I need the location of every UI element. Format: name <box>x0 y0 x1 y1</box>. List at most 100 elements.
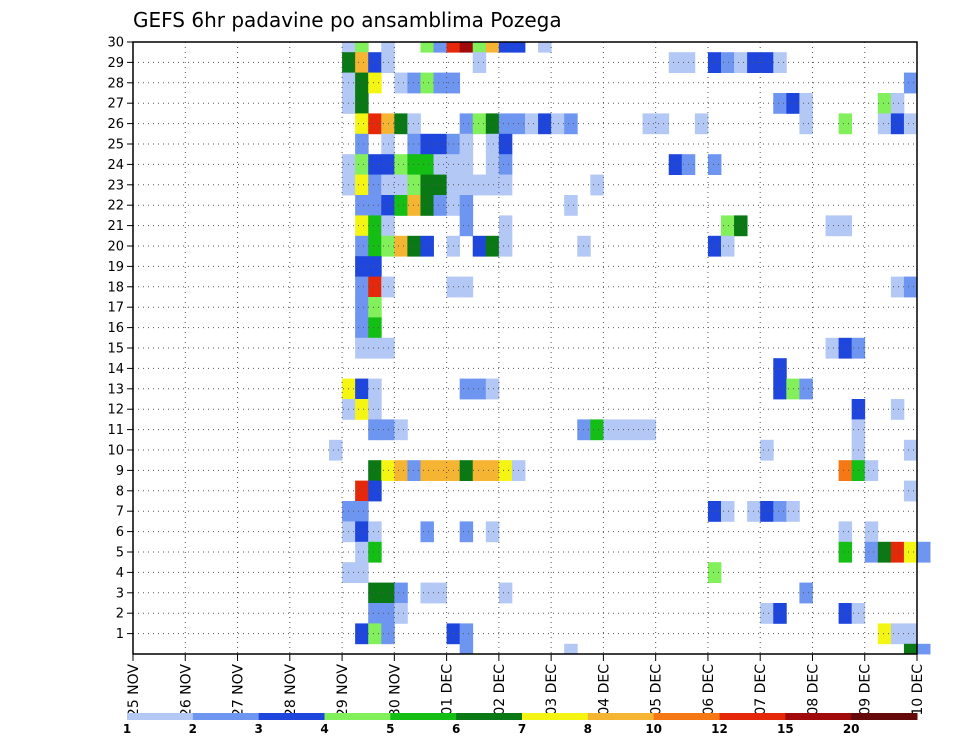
heatmap-cell <box>472 460 487 481</box>
heatmap-cell <box>890 541 905 563</box>
heatmap-cell <box>355 276 369 298</box>
y-axis: 1234567891011121314151617181920212223242… <box>107 36 133 642</box>
heatmap-cell <box>368 256 382 277</box>
heatmap-cell <box>721 501 735 522</box>
x-tick-label: 08 DEC <box>805 664 821 716</box>
heatmap-cell <box>485 174 500 196</box>
x-tick-label: 06 DEC <box>701 664 717 716</box>
heatmap-cell <box>577 235 591 257</box>
heatmap-cell <box>433 133 447 155</box>
heatmap-cell <box>498 174 513 196</box>
heatmap-cell <box>721 235 735 257</box>
y-tick-label: 11 <box>107 423 124 438</box>
heatmap-cell <box>355 623 369 645</box>
colorbar-label: 6 <box>452 722 460 736</box>
heatmap-cell <box>394 419 408 441</box>
heatmap-cell <box>394 113 408 135</box>
heatmap-cell <box>877 93 892 114</box>
heatmap-cell <box>564 195 578 216</box>
heatmap-cell <box>355 256 369 277</box>
heatmap-cell <box>485 113 500 135</box>
y-tick-label: 5 <box>116 546 124 561</box>
heatmap-cell <box>355 72 369 94</box>
heatmap-cell <box>355 215 369 237</box>
colorbar-segment <box>456 713 523 720</box>
heatmap-cell <box>355 317 369 339</box>
heatmap-cell <box>564 643 578 655</box>
heatmap-cell <box>903 623 918 645</box>
heatmap-cell <box>472 235 487 257</box>
heatmap-cell <box>459 195 474 216</box>
heatmap-cell <box>420 133 434 155</box>
x-tick-label: 30 NOV <box>387 664 403 718</box>
colorbar-segment <box>522 713 589 720</box>
heatmap-cell <box>668 154 683 175</box>
x-tick-label: 27 NOV <box>231 664 247 718</box>
heatmap-cell <box>707 154 722 175</box>
heatmap-cell <box>903 439 918 461</box>
heatmap-cell <box>407 460 421 481</box>
y-tick-label: 16 <box>107 321 124 336</box>
heatmap-cell <box>864 521 879 543</box>
heatmap-cell <box>355 399 369 420</box>
y-tick-label: 6 <box>116 525 124 540</box>
heatmap-cell <box>551 113 565 135</box>
heatmap-cell <box>603 419 617 441</box>
colorbar-segment <box>127 713 194 720</box>
heatmap-cell <box>838 603 853 624</box>
heatmap-cell <box>368 297 382 318</box>
heatmap-cell <box>355 337 369 359</box>
y-tick-label: 25 <box>107 138 124 153</box>
heatmap-cell <box>472 174 487 196</box>
heatmap-cell <box>368 603 382 624</box>
colorbar-segment <box>192 713 260 720</box>
heatmap-cell <box>903 72 918 94</box>
heatmap-cell <box>368 399 382 420</box>
heatmap-cell <box>773 501 787 522</box>
heatmap-cell <box>368 623 382 645</box>
heatmap-cell <box>799 113 813 135</box>
heatmap-cell <box>825 337 839 359</box>
heatmap-cell <box>890 623 905 645</box>
heatmap-cell <box>355 541 369 563</box>
heatmap-cell <box>668 52 683 73</box>
heatmap-cell <box>877 113 892 135</box>
heatmap-cell <box>407 154 421 175</box>
y-tick-label: 8 <box>116 484 124 499</box>
heatmap-cell <box>877 623 892 645</box>
y-tick-label: 18 <box>107 280 124 295</box>
colorbar-label: 3 <box>254 722 262 736</box>
x-tick-label: 01 DEC <box>440 664 456 716</box>
x-tick-label: 07 DEC <box>753 664 769 716</box>
x-tick-label: 28 NOV <box>283 664 299 718</box>
heatmap-cell <box>420 42 434 53</box>
chart-title: GEFS 6hr padavine po ansamblima Pozega <box>133 8 562 32</box>
heatmap-cells <box>329 42 931 655</box>
heatmap-cell <box>355 52 369 73</box>
heatmap-cell <box>903 480 918 502</box>
heatmap-cell <box>420 235 434 257</box>
heatmap-cell <box>511 42 526 53</box>
y-tick-label: 20 <box>107 240 124 255</box>
heatmap-cell <box>355 195 369 216</box>
heatmap-cell <box>355 93 369 114</box>
heatmap-cell <box>903 643 918 655</box>
heatmap-cell <box>420 195 434 216</box>
heatmap-cell <box>498 460 513 481</box>
heatmap-cell <box>903 276 918 298</box>
heatmap-cell <box>472 52 487 73</box>
heatmap-cell <box>721 215 735 237</box>
heatmap-cell <box>355 174 369 196</box>
colorbar-label: 1 <box>123 722 131 736</box>
heatmap-cell <box>838 541 853 563</box>
heatmap-cell <box>773 603 787 624</box>
heatmap-cell <box>368 235 382 257</box>
heatmap-cell <box>420 72 434 94</box>
heatmap-cell <box>394 603 408 624</box>
heatmap-cell <box>890 276 905 298</box>
heatmap-cell <box>655 113 670 135</box>
heatmap-cell <box>342 42 356 53</box>
y-tick-label: 28 <box>107 76 124 91</box>
colorbar-label: 5 <box>386 722 394 736</box>
heatmap-cell <box>394 460 408 481</box>
